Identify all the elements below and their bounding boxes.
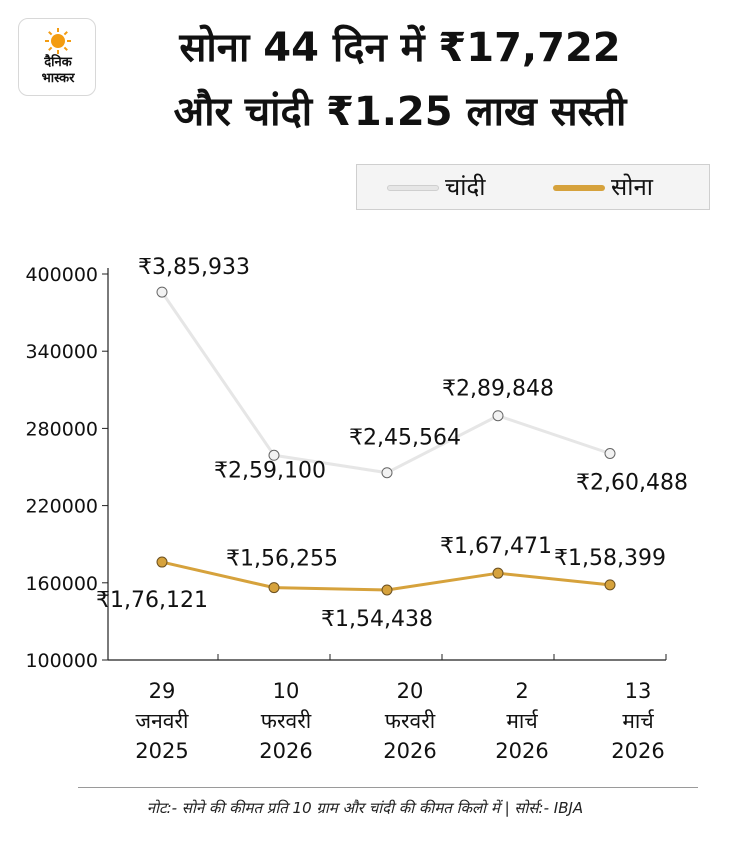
x-tick-label: 2026 (611, 739, 664, 763)
page-title-line1: सोना 44 दिन में ₹17,722 (179, 25, 621, 71)
y-tick-label: 400000 (25, 264, 98, 286)
data-point-1-3 (492, 567, 504, 579)
brand-logo: दैनिक भास्कर (18, 18, 96, 96)
data-point-0-0 (156, 286, 168, 298)
chart-legend: चांदी सोना (356, 164, 710, 210)
logo-text-line2: भास्कर (41, 71, 75, 86)
data-point-0-1 (268, 449, 280, 461)
x-tick-label: 29 (149, 679, 176, 703)
data-point-1-1 (268, 582, 280, 594)
y-tick-label: 220000 (25, 496, 98, 518)
x-tick-label: 2026 (383, 739, 436, 763)
logo-text-line1: दैनिक (44, 55, 72, 70)
x-tick-label: 2026 (259, 739, 312, 763)
data-label-0-0: ₹3,85,933 (138, 255, 250, 280)
data-point-0-2 (381, 467, 393, 479)
legend-swatch-silver (387, 185, 439, 191)
x-tick-label: 10 (273, 679, 300, 703)
line-chart: 100000 160000 220000 280000 340000 400000 29 जन… (25, 255, 688, 763)
data-label-1-3: ₹1,67,471 (440, 534, 552, 559)
x-tick-label: 20 (397, 679, 424, 703)
y-tick-label: 100000 (25, 650, 98, 672)
y-tick-label: 340000 (25, 341, 98, 363)
data-label-1-0: ₹1,76,121 (96, 588, 208, 613)
x-tick-label: मार्च (622, 709, 654, 733)
x-tick-label: 2026 (495, 739, 548, 763)
legend-label-silver: चांदी (445, 173, 486, 201)
legend-swatch-gold (553, 185, 605, 191)
footer-divider (78, 787, 698, 788)
data-point-1-2 (381, 584, 393, 596)
x-tick-label: 13 (625, 679, 652, 703)
data-label-1-2: ₹1,54,438 (321, 607, 433, 632)
x-tick-label: फरवरी (261, 709, 312, 733)
data-label-0-1: ₹2,59,100 (214, 458, 326, 483)
data-label-0-2: ₹2,45,564 (349, 426, 461, 451)
chart-points (156, 286, 616, 596)
y-tick-label: 280000 (25, 418, 98, 440)
data-label-1-4: ₹1,58,399 (554, 546, 666, 571)
data-label-0-3: ₹2,89,848 (442, 377, 554, 402)
x-tick-label: 2 (515, 679, 528, 703)
x-tick-label: मार्च (506, 709, 538, 733)
data-label-0-4: ₹2,60,488 (576, 471, 688, 496)
x-tick-label: फरवरी (385, 709, 436, 733)
y-tick-label: 160000 (25, 573, 98, 595)
page-title-line2: और चांदी ₹1.25 लाख सस्ती (173, 89, 627, 135)
data-point-1-4 (604, 579, 616, 591)
data-label-1-1: ₹1,56,255 (226, 547, 338, 572)
footer-note: नोट:- सोने की कीमत प्रति 10 ग्राम और चां… (146, 799, 584, 817)
sun-icon (45, 28, 71, 54)
data-point-0-4 (604, 448, 616, 460)
x-tick-label: 2025 (135, 739, 188, 763)
chart-labels: ₹3,85,933 ₹2,59,100 ₹2,45,564 ₹2,89,848 ₹2,6… (96, 255, 688, 632)
chart-axes: 100000 160000 220000 280000 340000 400000 29 जन… (25, 264, 667, 763)
legend-label-gold: सोना (611, 173, 653, 201)
data-point-1-0 (156, 556, 168, 568)
x-tick-label: जनवरी (136, 709, 190, 733)
data-point-0-3 (492, 410, 504, 422)
